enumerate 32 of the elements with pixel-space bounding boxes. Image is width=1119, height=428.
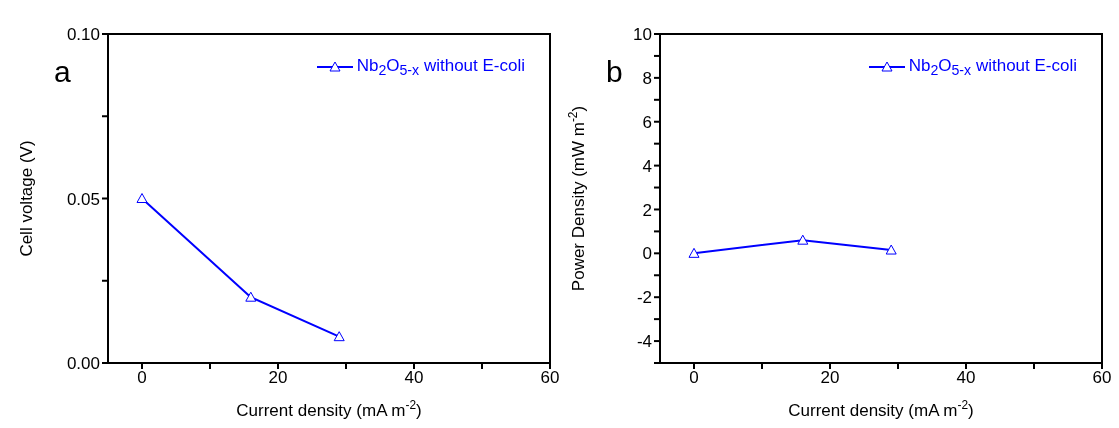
y-tick-label: 0.10 xyxy=(66,25,100,45)
y-tick-label: 0.05 xyxy=(66,189,100,209)
point xyxy=(797,234,809,245)
point xyxy=(688,247,700,258)
x-tick-label: 20 xyxy=(820,368,840,388)
point xyxy=(136,193,148,203)
x-tick-label: 60 xyxy=(1092,368,1112,388)
text: a xyxy=(54,55,71,88)
point xyxy=(333,331,345,342)
legend-label: Nb$_{2}$O$_{5-x}$ without E-coli xyxy=(908,56,1077,79)
y-tick-label: -4 xyxy=(636,332,652,352)
point xyxy=(885,244,897,255)
y-axis-title: Cell voltage (V) xyxy=(17,140,36,257)
y-tick-label: 6 xyxy=(642,112,652,132)
x-tick-label: 0 xyxy=(689,368,699,388)
x-axis-title: Current density (mA m$^{-2}$) xyxy=(788,398,974,420)
x-tick-label: 20 xyxy=(268,368,288,388)
y-tick-label: -2 xyxy=(636,288,652,308)
text: b xyxy=(606,55,623,88)
x-tick-label: 40 xyxy=(956,368,976,388)
y-tick-label: 0.00 xyxy=(66,354,100,374)
x-axis-title: Current density (mA m$^{-2}$) xyxy=(236,398,422,420)
point xyxy=(245,291,257,302)
y-tick-label: 8 xyxy=(642,68,652,88)
x-tick-label: 60 xyxy=(540,368,560,388)
legend-label: Nb$_{2}$O$_{5-x}$ without E-coli xyxy=(356,56,525,79)
y-tick-label: 2 xyxy=(642,200,652,220)
x-tick-label: 0 xyxy=(137,368,147,388)
y-tick-label: 4 xyxy=(642,156,652,176)
y-tick-label: 0 xyxy=(642,244,652,264)
y-tick-label: 10 xyxy=(633,25,652,45)
x-tick-label: 40 xyxy=(404,368,424,388)
